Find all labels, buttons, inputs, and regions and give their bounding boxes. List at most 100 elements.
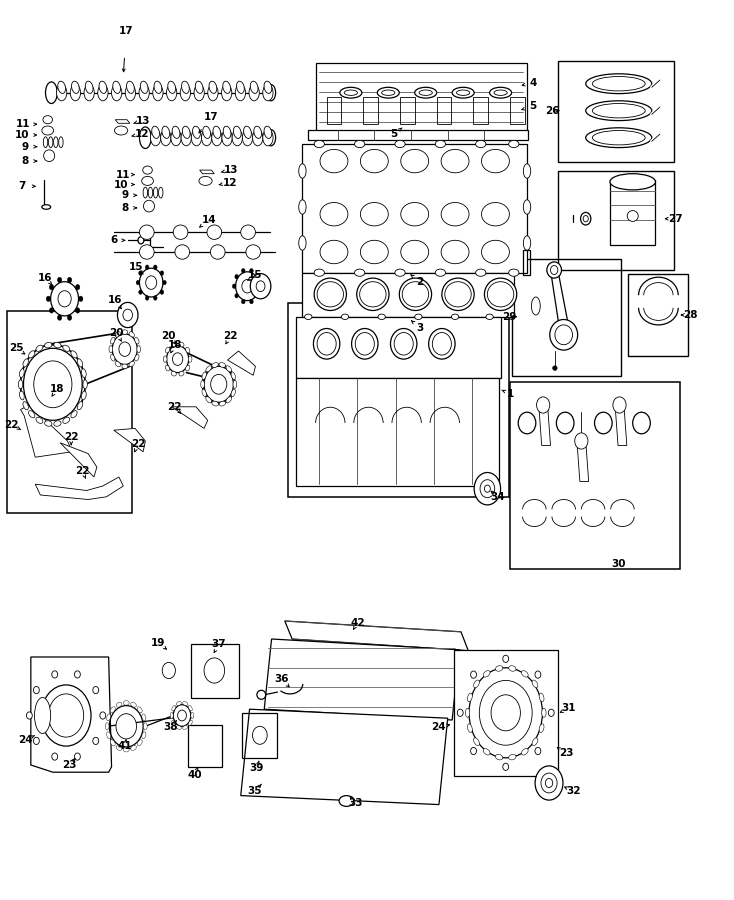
Ellipse shape	[378, 314, 385, 319]
Text: 9: 9	[21, 141, 29, 152]
Ellipse shape	[233, 381, 236, 389]
Ellipse shape	[116, 702, 122, 707]
Ellipse shape	[126, 85, 136, 101]
Ellipse shape	[171, 130, 181, 146]
Ellipse shape	[457, 709, 463, 716]
Polygon shape	[191, 644, 239, 698]
Text: 22: 22	[223, 330, 238, 341]
Text: 37: 37	[211, 639, 226, 650]
Ellipse shape	[99, 81, 106, 94]
Text: 15: 15	[248, 269, 263, 280]
Ellipse shape	[495, 754, 503, 760]
Text: 18: 18	[50, 383, 65, 394]
Ellipse shape	[163, 356, 167, 362]
Ellipse shape	[223, 81, 230, 94]
Ellipse shape	[360, 240, 388, 264]
Ellipse shape	[129, 362, 134, 366]
Ellipse shape	[173, 225, 188, 239]
Text: 22: 22	[75, 465, 90, 476]
Ellipse shape	[189, 706, 192, 711]
Ellipse shape	[299, 200, 306, 214]
Ellipse shape	[482, 202, 509, 226]
Ellipse shape	[179, 342, 184, 346]
Ellipse shape	[83, 380, 87, 389]
Ellipse shape	[34, 687, 40, 694]
Ellipse shape	[183, 701, 188, 706]
Ellipse shape	[143, 187, 148, 198]
Ellipse shape	[191, 713, 194, 718]
Bar	[558, 171, 674, 270]
Ellipse shape	[41, 685, 91, 746]
Text: 40: 40	[187, 770, 202, 780]
Ellipse shape	[541, 773, 557, 793]
Ellipse shape	[52, 670, 58, 678]
Ellipse shape	[401, 202, 429, 226]
Polygon shape	[577, 441, 589, 482]
Ellipse shape	[474, 472, 501, 505]
Ellipse shape	[256, 274, 260, 279]
Ellipse shape	[45, 420, 52, 427]
Ellipse shape	[42, 205, 51, 210]
Ellipse shape	[226, 365, 232, 372]
Ellipse shape	[165, 347, 170, 353]
Ellipse shape	[182, 126, 190, 139]
Ellipse shape	[162, 280, 166, 284]
Ellipse shape	[57, 315, 62, 320]
Ellipse shape	[320, 202, 348, 226]
Ellipse shape	[113, 81, 120, 94]
Ellipse shape	[181, 81, 189, 94]
Ellipse shape	[314, 278, 346, 310]
Ellipse shape	[200, 381, 204, 389]
Polygon shape	[550, 270, 569, 328]
Ellipse shape	[123, 310, 132, 321]
Ellipse shape	[115, 126, 128, 135]
Ellipse shape	[165, 365, 170, 371]
Text: 32: 32	[567, 786, 581, 796]
Ellipse shape	[264, 126, 272, 139]
Ellipse shape	[139, 225, 154, 239]
Ellipse shape	[213, 126, 221, 139]
Text: 22: 22	[4, 419, 19, 430]
Ellipse shape	[139, 290, 142, 294]
Ellipse shape	[18, 380, 23, 389]
Ellipse shape	[23, 359, 29, 367]
Ellipse shape	[484, 278, 517, 310]
Text: 23: 23	[559, 748, 574, 759]
Ellipse shape	[483, 670, 490, 677]
Ellipse shape	[211, 374, 227, 394]
Ellipse shape	[395, 140, 405, 148]
Ellipse shape	[252, 726, 267, 744]
Ellipse shape	[71, 351, 77, 358]
Ellipse shape	[360, 282, 386, 307]
Ellipse shape	[172, 720, 175, 725]
Ellipse shape	[162, 662, 175, 679]
Ellipse shape	[186, 365, 190, 371]
Ellipse shape	[45, 342, 52, 348]
Ellipse shape	[176, 725, 181, 730]
Ellipse shape	[68, 315, 72, 320]
Ellipse shape	[115, 332, 120, 337]
Ellipse shape	[63, 418, 70, 423]
Ellipse shape	[390, 328, 417, 359]
Ellipse shape	[402, 282, 429, 307]
Ellipse shape	[256, 293, 260, 298]
Ellipse shape	[116, 714, 137, 739]
Ellipse shape	[535, 766, 563, 800]
Text: 6: 6	[110, 235, 117, 246]
Bar	[327, 97, 341, 124]
Ellipse shape	[135, 338, 139, 344]
Ellipse shape	[236, 272, 259, 301]
Ellipse shape	[110, 706, 115, 713]
Text: 5: 5	[390, 129, 398, 140]
Bar	[512, 259, 621, 376]
Polygon shape	[454, 650, 558, 776]
Ellipse shape	[235, 293, 239, 298]
Ellipse shape	[592, 130, 645, 145]
Ellipse shape	[85, 81, 93, 94]
Text: 19: 19	[150, 637, 165, 648]
Ellipse shape	[250, 268, 253, 273]
Text: 5: 5	[529, 101, 537, 112]
Polygon shape	[308, 130, 528, 140]
Ellipse shape	[592, 76, 645, 91]
Text: 42: 42	[350, 617, 365, 628]
